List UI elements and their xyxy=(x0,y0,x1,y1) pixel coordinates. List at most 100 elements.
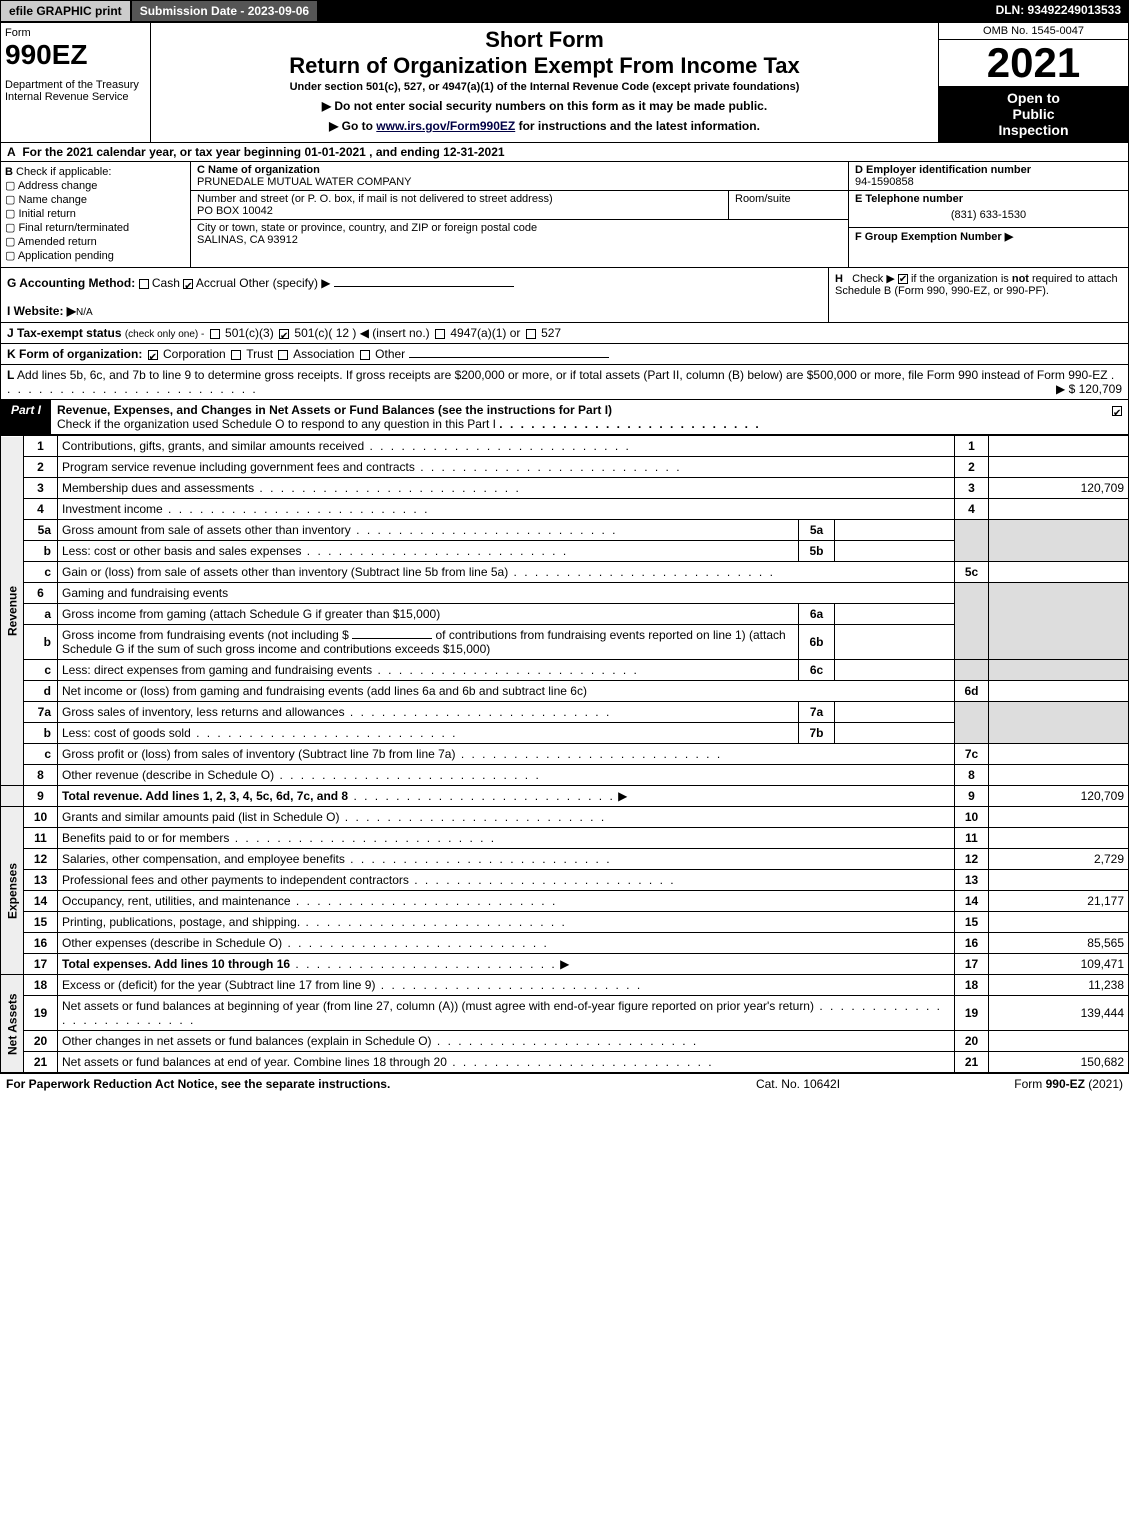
ln16-num: 16 xyxy=(24,933,58,954)
chk-initial-return[interactable]: Initial return xyxy=(5,207,186,220)
addr-label: Number and street (or P. O. box, if mail… xyxy=(197,193,553,205)
k-other[interactable] xyxy=(360,350,370,360)
side-revenue: Revenue xyxy=(1,436,24,786)
l-amt: ▶ $ 120,709 xyxy=(1056,382,1122,396)
city-block: City or town, state or province, country… xyxy=(191,219,848,248)
ln7c-amt xyxy=(989,744,1129,765)
chk-address-change[interactable]: Address change xyxy=(5,179,186,192)
ln7b-box: 7b xyxy=(799,723,835,744)
ln17-desc: Total expenses. Add lines 10 through 16 xyxy=(62,957,290,971)
ln17-arrow xyxy=(557,957,570,971)
k-trust[interactable] xyxy=(231,350,241,360)
j-o2: 501(c)( 12 ) ◀ (insert no.) xyxy=(294,326,429,340)
l-lead: L xyxy=(7,368,14,382)
ln4-desc: Investment income xyxy=(62,502,429,516)
goto-line: ▶ Go to www.irs.gov/Form990EZ for instru… xyxy=(159,119,930,133)
efile-print-button[interactable]: efile GRAPHIC print xyxy=(0,0,131,22)
table-row: 5a Gross amount from sale of assets othe… xyxy=(1,520,1129,541)
goto-pre: ▶ Go to xyxy=(329,119,376,133)
ln14-desc: Occupancy, rent, utilities, and maintena… xyxy=(62,894,557,908)
chk-application-pending[interactable]: Application pending xyxy=(5,249,186,262)
gi-left: G Accounting Method: Cash Accrual Other … xyxy=(1,268,828,322)
table-row: 14 Occupancy, rent, utilities, and maint… xyxy=(1,891,1129,912)
topbar: efile GRAPHIC print Submission Date - 20… xyxy=(0,0,1129,22)
ln7a-num: 7a xyxy=(24,702,58,723)
ln3-num: 3 xyxy=(24,478,58,499)
k-other-line[interactable] xyxy=(409,357,609,358)
ln13-amt xyxy=(989,870,1129,891)
g-other-line[interactable] xyxy=(334,286,514,287)
chk-final-return[interactable]: Final return/terminated xyxy=(5,221,186,234)
k-o4: Other xyxy=(375,347,405,361)
k-corp[interactable] xyxy=(148,350,158,360)
ln13-num: 13 xyxy=(24,870,58,891)
part1-tab: Part I xyxy=(1,400,51,434)
ln5a-box: 5a xyxy=(799,520,835,541)
j-4947[interactable] xyxy=(435,329,445,339)
ln6c-desc: Less: direct expenses from gaming and fu… xyxy=(62,663,639,677)
addr-block: Number and street (or P. O. box, if mail… xyxy=(191,191,728,219)
table-row: 3 Membership dues and assessments 3 120,… xyxy=(1,478,1129,499)
k-lead: K Form of organization: xyxy=(7,347,142,361)
b-lead: B xyxy=(5,166,13,178)
part1-chk[interactable] xyxy=(1112,406,1122,416)
ln10-num: 10 xyxy=(24,807,58,828)
table-row: 13 Professional fees and other payments … xyxy=(1,870,1129,891)
website-value: N/A xyxy=(76,307,93,318)
ln5b-desc: Less: cost or other basis and sales expe… xyxy=(62,544,568,558)
city-label: City or town, state or province, country… xyxy=(197,222,537,234)
ln6d-amt xyxy=(989,681,1129,702)
ln5b-val xyxy=(835,541,955,562)
ln5b-box: 5b xyxy=(799,541,835,562)
b-label: Check if applicable: xyxy=(16,166,111,178)
ln6b-val xyxy=(835,625,955,660)
part1-header: Part I Revenue, Expenses, and Changes in… xyxy=(0,400,1129,435)
j-501c[interactable] xyxy=(279,329,289,339)
ln17-num: 17 xyxy=(24,954,58,975)
part1-title: Revenue, Expenses, and Changes in Net As… xyxy=(57,403,612,417)
footer-right-pre: Form xyxy=(1014,1077,1045,1091)
ln6d-num: d xyxy=(24,681,58,702)
under-section: Under section 501(c), 527, or 4947(a)(1)… xyxy=(159,81,930,93)
ln6c-num: c xyxy=(24,660,58,681)
ln10-desc: Grants and similar amounts paid (list in… xyxy=(62,810,606,824)
row-a-text: For the 2021 calendar year, or tax year … xyxy=(22,145,504,159)
irs-link[interactable]: www.irs.gov/Form990EZ xyxy=(376,119,515,133)
j-527[interactable] xyxy=(526,329,536,339)
table-row: Expenses 10 Grants and similar amounts p… xyxy=(1,807,1129,828)
chk-amended-return[interactable]: Amended return xyxy=(5,235,186,248)
form-header: Form 990EZ Department of the Treasury In… xyxy=(0,22,1129,143)
ln6d-rnum: 6d xyxy=(955,681,989,702)
ln13-rnum: 13 xyxy=(955,870,989,891)
ln12-rnum: 12 xyxy=(955,849,989,870)
ln8-rnum: 8 xyxy=(955,765,989,786)
ln4-amt xyxy=(989,499,1129,520)
g-accrual-chk[interactable] xyxy=(183,279,193,289)
j-501c3[interactable] xyxy=(210,329,220,339)
submission-date-button[interactable]: Submission Date - 2023-09-06 xyxy=(131,0,318,22)
ln6b-d1: Gross income from fundraising events (no… xyxy=(62,628,349,642)
ln10-amt xyxy=(989,807,1129,828)
k-o2: Trust xyxy=(246,347,273,361)
g-cash-chk[interactable] xyxy=(139,279,149,289)
ln13-desc: Professional fees and other payments to … xyxy=(62,873,676,887)
table-row: 7a Gross sales of inventory, less return… xyxy=(1,702,1129,723)
inspect-3: Inspection xyxy=(943,122,1124,138)
h-chk[interactable] xyxy=(898,274,908,284)
chk-name-change[interactable]: Name change xyxy=(5,193,186,206)
ln7a-box: 7a xyxy=(799,702,835,723)
g-other: Other (specify) ▶ xyxy=(239,276,330,290)
header-right: OMB No. 1545-0047 2021 Open to Public In… xyxy=(938,23,1128,142)
room-label: Room/suite xyxy=(735,193,791,205)
ln1-rnum: 1 xyxy=(955,436,989,457)
ln2-rnum: 2 xyxy=(955,457,989,478)
k-assoc[interactable] xyxy=(278,350,288,360)
f-block: F Group Exemption Number ▶ xyxy=(849,228,1128,245)
side-expenses: Expenses xyxy=(1,807,24,975)
ln6b-blank[interactable] xyxy=(352,638,432,639)
phone-value: (831) 633-1530 xyxy=(855,205,1122,225)
block-bcdef: B Check if applicable: Address change Na… xyxy=(0,162,1129,268)
ln19-amt: 139,444 xyxy=(989,996,1129,1031)
ln5a-num: 5a xyxy=(24,520,58,541)
h-lead: H xyxy=(835,273,843,285)
